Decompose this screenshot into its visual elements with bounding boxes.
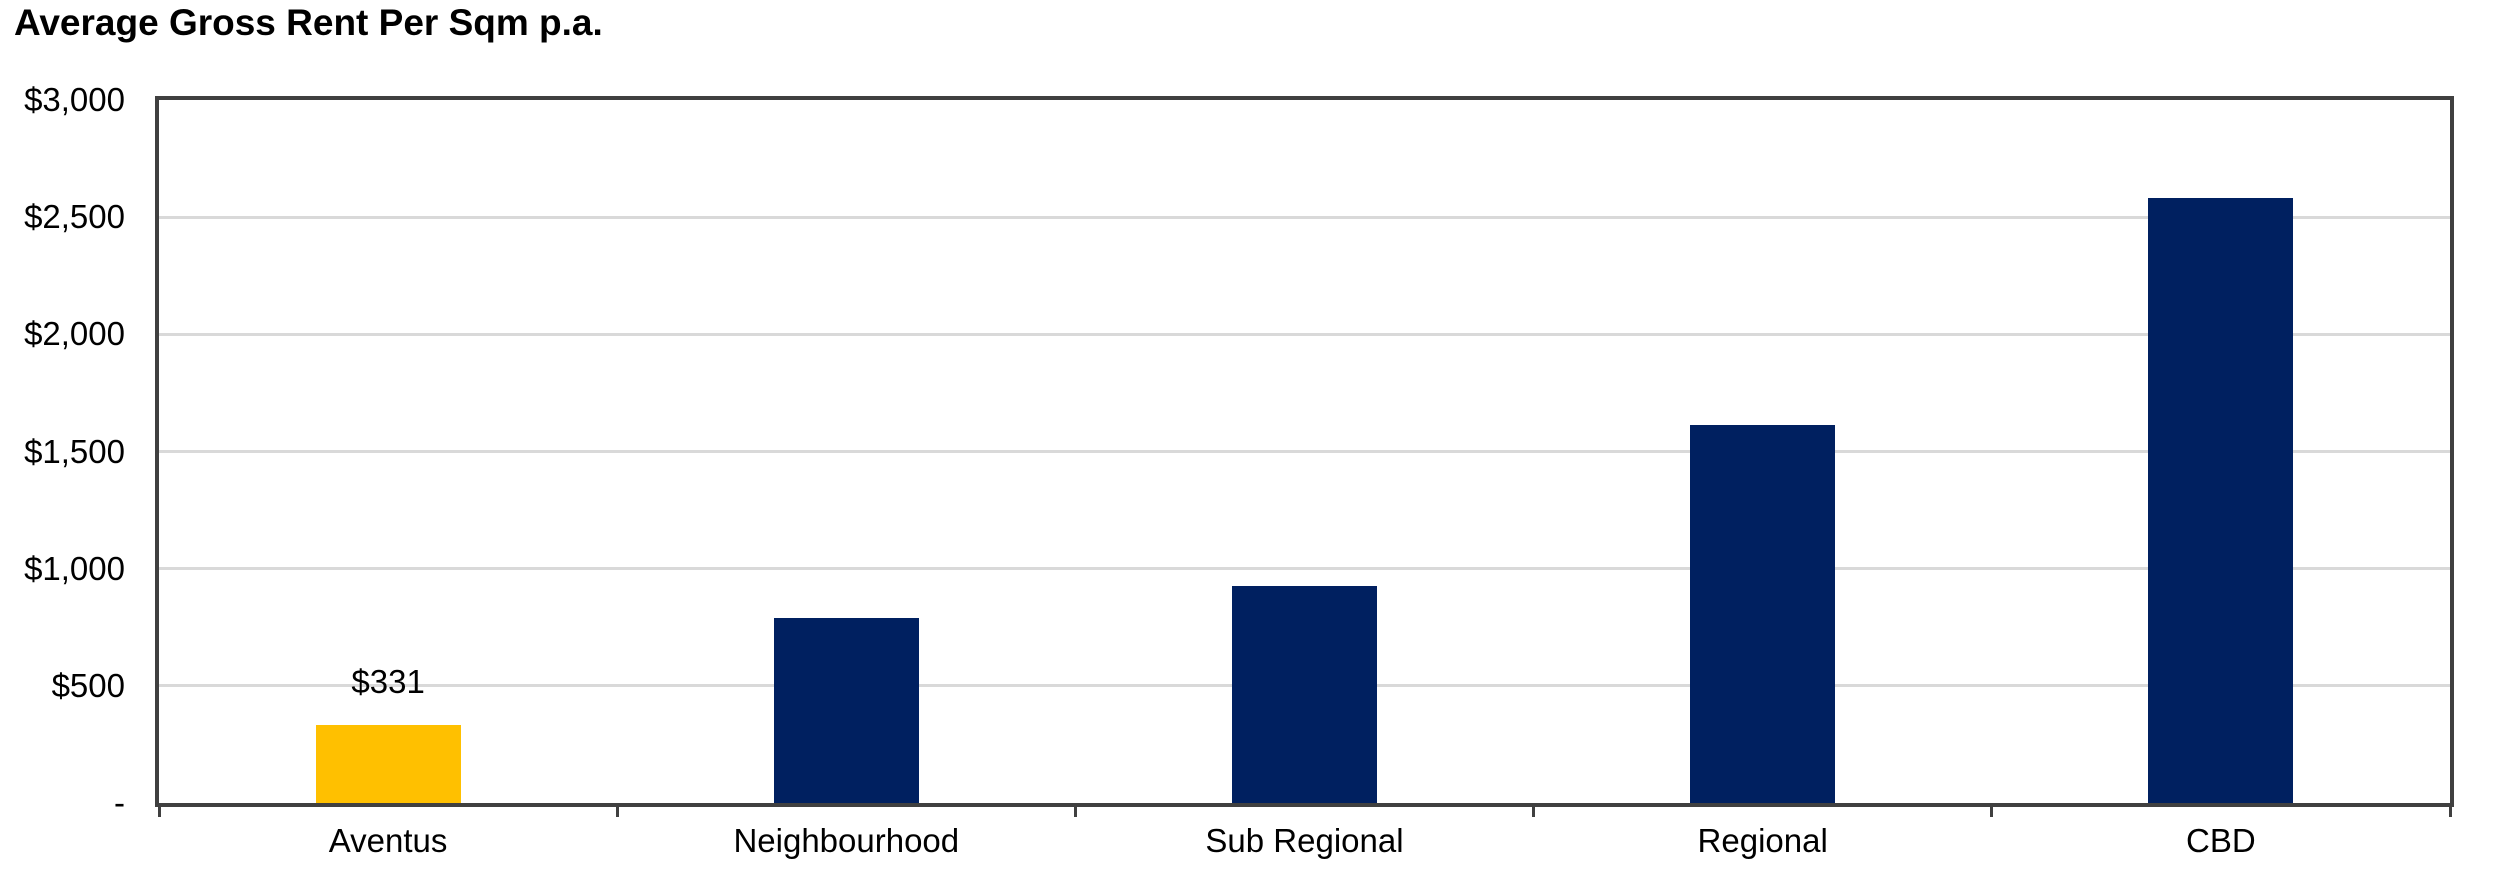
bar-aventus — [315, 725, 461, 803]
x-axis-tick — [2448, 805, 2452, 817]
y-axis-label-3000: $3,000 — [24, 81, 125, 118]
bar-neighbourhood — [773, 617, 919, 803]
y-axis-label-1000: $1,000 — [24, 549, 125, 587]
bar-data-label-aventus: $331 — [351, 663, 425, 701]
x-axis-label-regional: Regional — [1697, 822, 1828, 859]
chart-title: Average Gross Rent Per Sqm p.a. — [14, 2, 603, 43]
x-axis-tick — [615, 805, 619, 817]
x-axis-label-aventus: Aventus — [328, 822, 448, 859]
gridline-2000 — [159, 332, 2450, 336]
y-axis-label-2000: $2,000 — [24, 315, 125, 353]
bar-cbd — [2148, 198, 2294, 803]
x-axis-label-cbd: CBD — [2186, 822, 2256, 859]
gridline-2500 — [159, 215, 2450, 219]
x-axis-tick — [1532, 805, 1536, 817]
gridline-1500 — [159, 450, 2450, 453]
y-axis-label-2500: $2,500 — [24, 198, 125, 236]
y-axis-label-0: - — [114, 784, 125, 821]
x-axis-label-neighbourhood: Neighbourhood — [733, 822, 960, 859]
x-axis-tick — [1990, 805, 1994, 817]
y-axis-label-1500: $1,500 — [24, 432, 125, 470]
gridline-1000 — [159, 567, 2450, 571]
bar-regional — [1690, 424, 1836, 803]
x-axis-label-sub-regional: Sub Regional — [1205, 822, 1404, 859]
x-axis-tick — [157, 805, 161, 817]
x-axis-tick — [1073, 805, 1077, 817]
bar-sub-regional — [1232, 586, 1377, 803]
plot-area: $331 — [155, 96, 2454, 807]
y-axis-label-500: $500 — [51, 666, 125, 704]
